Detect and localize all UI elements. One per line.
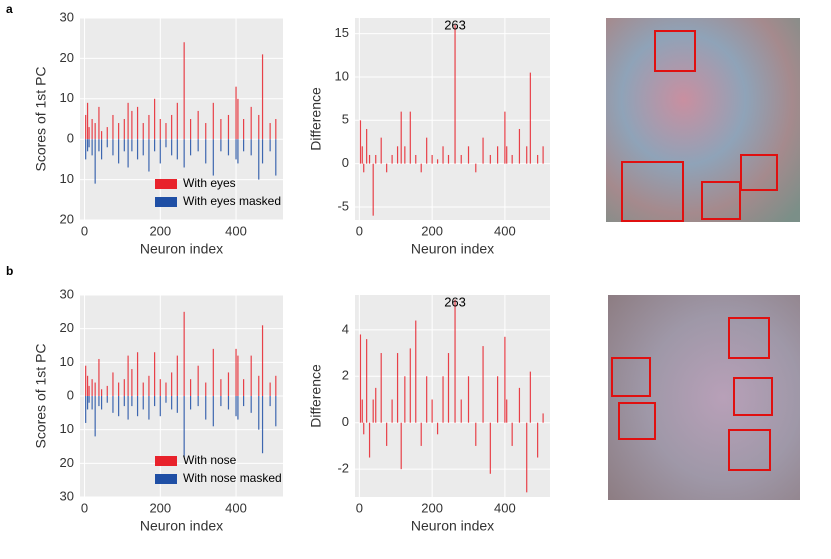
plot-area	[80, 18, 283, 220]
y-tick-label: 0	[67, 131, 74, 146]
x-axis-label: Neuron index	[411, 241, 494, 257]
x-tick-label: 0	[81, 223, 88, 238]
x-tick-label: 0	[81, 500, 88, 515]
y-axis-label: Difference	[308, 364, 324, 428]
x-tick-label: 0	[356, 500, 363, 515]
y-tick-label: -5	[337, 198, 349, 213]
y-tick-label: 0	[342, 414, 349, 429]
x-tick-label: 400	[225, 500, 247, 515]
y-tick-label: 20	[60, 50, 74, 65]
y-tick-label: 20	[60, 455, 74, 470]
y-tick-label: -2	[337, 461, 349, 476]
legend-label: With nose masked	[183, 471, 282, 485]
legend-swatch	[155, 456, 177, 466]
y-tick-label: 20	[60, 320, 74, 335]
image-eyes	[606, 18, 800, 222]
plot-area	[355, 295, 550, 497]
x-axis-label: Neuron index	[140, 241, 223, 257]
y-tick-label: 4	[342, 321, 349, 336]
y-tick-label: 15	[335, 25, 349, 40]
legend-label: With nose	[183, 453, 237, 467]
y-tick-label: 10	[60, 354, 74, 369]
annotation: 263	[444, 294, 466, 309]
y-tick-label: 20	[60, 211, 74, 226]
x-axis-label: Neuron index	[140, 518, 223, 534]
panel-label: b	[6, 264, 13, 278]
y-tick-label: 10	[335, 68, 349, 83]
x-tick-label: 400	[494, 223, 516, 238]
x-tick-label: 400	[494, 500, 516, 515]
y-tick-label: 0	[67, 387, 74, 402]
panel-label: a	[6, 2, 13, 16]
x-tick-label: 200	[149, 223, 171, 238]
y-tick-label: 2	[342, 368, 349, 383]
legend-swatch	[155, 197, 177, 207]
x-tick-label: 200	[421, 223, 443, 238]
annotation: 263	[444, 17, 466, 32]
y-tick-label: 10	[60, 171, 74, 186]
legend-label: With eyes	[183, 176, 236, 190]
image-nose	[608, 295, 800, 500]
legend-swatch	[155, 474, 177, 484]
y-tick-label: 30	[60, 9, 74, 24]
y-tick-label: 30	[60, 286, 74, 301]
y-tick-label: 30	[60, 488, 74, 503]
legend-label: With eyes masked	[183, 194, 281, 208]
x-tick-label: 200	[149, 500, 171, 515]
x-tick-label: 0	[356, 223, 363, 238]
y-tick-label: 5	[342, 112, 349, 127]
plot-area	[355, 18, 550, 220]
y-axis-label: Scores of 1st PC	[33, 343, 49, 448]
y-tick-label: 0	[342, 155, 349, 170]
y-tick-label: 10	[60, 90, 74, 105]
y-axis-label: Scores of 1st PC	[33, 66, 49, 171]
x-tick-label: 200	[421, 500, 443, 515]
x-tick-label: 400	[225, 223, 247, 238]
y-tick-label: 10	[60, 421, 74, 436]
y-axis-label: Difference	[308, 87, 324, 151]
legend-swatch	[155, 179, 177, 189]
x-axis-label: Neuron index	[411, 518, 494, 534]
